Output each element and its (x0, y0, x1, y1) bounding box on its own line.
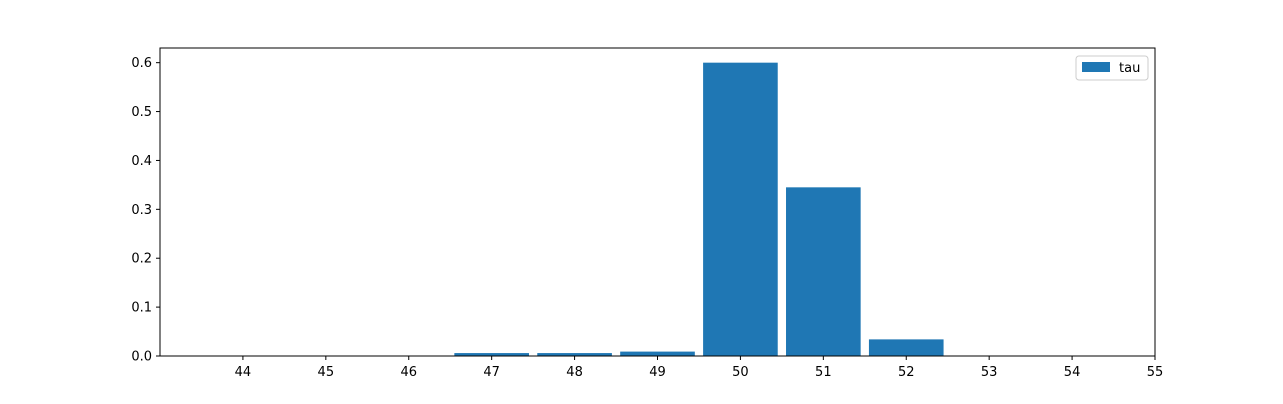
y-tick-label: 0.1 (131, 301, 152, 316)
bar-52 (868, 339, 944, 356)
x-tick-label: 54 (1064, 365, 1081, 380)
y-tick-label: 0.6 (131, 56, 152, 71)
x-tick-label: 45 (318, 365, 335, 380)
bar-47 (454, 353, 529, 356)
y-tick-label: 0.3 (131, 203, 152, 218)
y-tick-label: 0.5 (131, 105, 152, 120)
x-axis: 44 45 46 47 48 49 50 51 52 53 54 55 (235, 356, 1164, 380)
legend-swatch (1082, 62, 1110, 72)
x-tick-label: 55 (1147, 365, 1164, 380)
y-axis: 0.0 0.1 0.2 0.3 0.4 0.5 0.6 (131, 56, 160, 365)
y-tick-label: 0.0 (131, 350, 152, 365)
legend: tau (1075, 55, 1149, 81)
x-tick-label: 48 (566, 365, 583, 380)
x-tick-label: 47 (483, 365, 500, 380)
y-tick-label: 0.4 (131, 154, 152, 169)
x-tick-label: 50 (732, 365, 749, 380)
legend-label: tau (1119, 61, 1140, 76)
bar-49 (620, 351, 695, 356)
bar-48 (537, 353, 612, 356)
bar-50 (703, 62, 778, 357)
bars-layer (454, 62, 944, 357)
x-tick-label: 51 (815, 365, 832, 380)
x-tick-label: 52 (898, 365, 915, 380)
x-tick-label: 53 (981, 365, 998, 380)
y-tick-label: 0.2 (131, 252, 152, 267)
x-tick-label: 46 (400, 365, 417, 380)
x-tick-label: 49 (649, 365, 666, 380)
x-tick-label: 44 (235, 365, 252, 380)
bar-51 (786, 187, 861, 356)
